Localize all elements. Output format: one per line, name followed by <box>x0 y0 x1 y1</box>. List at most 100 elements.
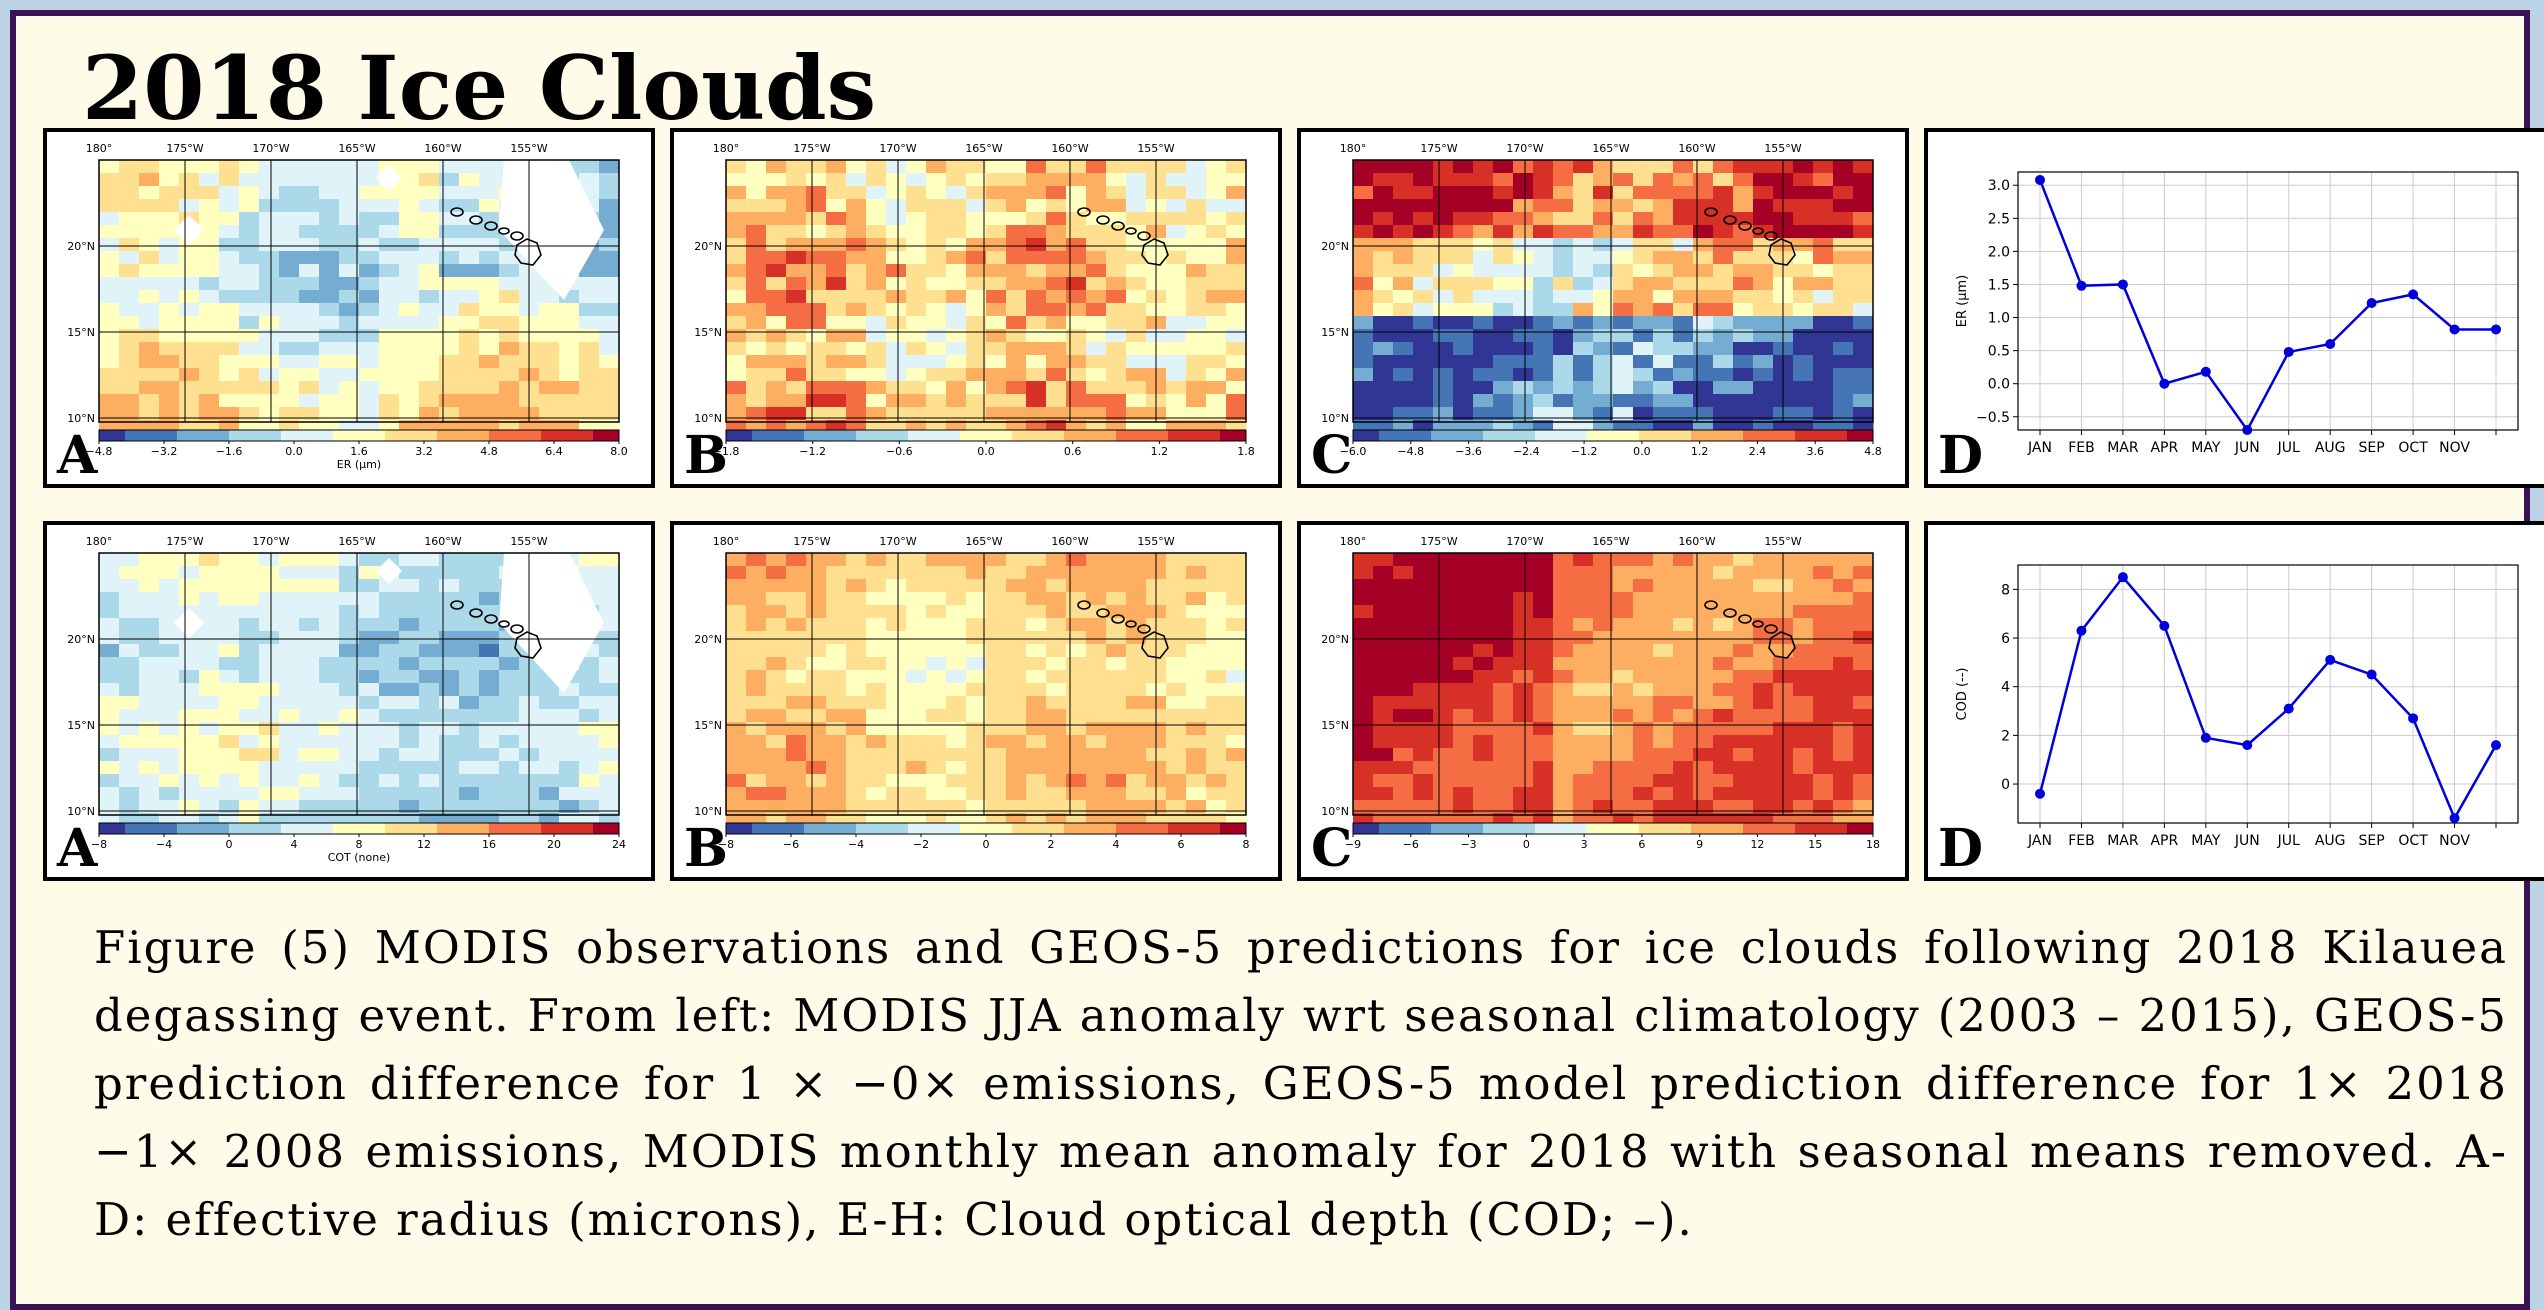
map-cell <box>479 225 500 239</box>
map-cell <box>886 264 907 278</box>
map-cell <box>1166 709 1187 723</box>
map-cell <box>1473 316 1494 330</box>
map-cell <box>1066 264 1087 278</box>
map-cell <box>1066 199 1087 213</box>
map-cell <box>499 696 520 710</box>
map-cell <box>1353 329 1374 343</box>
colorbar-segment <box>986 430 1013 441</box>
map-cell <box>1613 644 1634 658</box>
data-point <box>2449 324 2460 335</box>
colorbar-segment <box>385 430 412 441</box>
map-cell <box>219 579 240 593</box>
map-cell <box>1166 683 1187 697</box>
map-cell <box>1106 748 1127 762</box>
map-cell <box>599 787 620 801</box>
map-cell <box>1673 303 1694 317</box>
map-cell <box>1373 212 1394 226</box>
map-cell <box>1106 173 1127 187</box>
map-cell <box>1026 277 1047 291</box>
map-cell <box>1126 212 1147 226</box>
map-cell <box>1733 173 1754 187</box>
map-cell <box>1373 722 1394 736</box>
map-cell <box>1006 735 1027 749</box>
map-cell <box>1453 618 1474 632</box>
map-cell <box>479 368 500 382</box>
map-cell <box>1046 199 1067 213</box>
map-cell <box>1713 579 1734 593</box>
colorbar-segment <box>934 823 961 834</box>
map-cell <box>139 394 160 408</box>
map-cell <box>1593 657 1614 671</box>
map-cell <box>399 592 420 606</box>
map-cell <box>439 553 460 567</box>
map-cell <box>766 696 787 710</box>
map-cell <box>1853 735 1874 749</box>
map-cell <box>726 553 747 567</box>
colorbar-tick-label: −1.6 <box>216 445 243 458</box>
map-cell <box>1693 316 1714 330</box>
map-cell <box>119 709 140 723</box>
hawaii-islands <box>1077 600 1169 659</box>
map-cell <box>1553 277 1574 291</box>
map-cell <box>1853 342 1874 356</box>
map-cell <box>279 553 300 567</box>
map-cell <box>1653 592 1674 606</box>
map-cell <box>926 553 947 567</box>
map-cell <box>1126 774 1147 788</box>
colorbar-segment <box>882 430 909 441</box>
map-cell <box>1006 381 1027 395</box>
map-cell <box>1393 212 1414 226</box>
map-cell <box>746 381 767 395</box>
map-cell <box>1673 800 1694 814</box>
map-cell <box>1413 212 1434 226</box>
map-cell <box>379 238 400 252</box>
map-cell <box>726 212 747 226</box>
map-cell <box>1006 618 1027 632</box>
map-cell <box>1206 592 1227 606</box>
map-cell <box>119 566 140 580</box>
map-cell <box>339 787 360 801</box>
map-cell <box>199 709 220 723</box>
map-cell <box>966 225 987 239</box>
map-cell <box>1126 696 1147 710</box>
map-cell <box>159 800 180 814</box>
map-cell <box>1006 173 1027 187</box>
map-cell <box>1613 774 1634 788</box>
map-cell <box>459 553 480 567</box>
map-cell <box>279 631 300 645</box>
lon-tick-label: 160°W <box>1051 535 1088 548</box>
map-cell <box>1373 774 1394 788</box>
map-cell <box>886 199 907 213</box>
map-cell <box>746 186 767 200</box>
map-cell <box>886 355 907 369</box>
map-cell <box>1753 592 1774 606</box>
map-cell <box>1026 566 1047 580</box>
map-cell <box>1653 618 1674 632</box>
map-cell <box>1533 381 1554 395</box>
map-cell <box>1613 264 1634 278</box>
map-cell <box>1493 631 1514 645</box>
lon-tick-label: 180° <box>86 535 113 548</box>
map-cell <box>826 644 847 658</box>
map-cell <box>139 618 160 632</box>
lat-tick-label: 10°N <box>67 805 95 818</box>
map-cell <box>479 774 500 788</box>
map-cell <box>1613 160 1634 174</box>
map-cell <box>599 735 620 749</box>
map-cell <box>1066 381 1087 395</box>
map-cell <box>1086 787 1107 801</box>
map-cell <box>1206 735 1227 749</box>
map-cell <box>766 566 787 580</box>
map-cell <box>1733 342 1754 356</box>
map-cell <box>339 277 360 291</box>
map-cell <box>746 670 767 684</box>
map-cell <box>886 329 907 343</box>
map-cell <box>1393 160 1414 174</box>
map-cell <box>1026 264 1047 278</box>
map-cell <box>239 644 260 658</box>
map-cell <box>1613 618 1634 632</box>
map-cell <box>1693 696 1714 710</box>
map-cell <box>1813 394 1834 408</box>
map-cell <box>1226 657 1247 671</box>
map-cell <box>806 238 827 252</box>
